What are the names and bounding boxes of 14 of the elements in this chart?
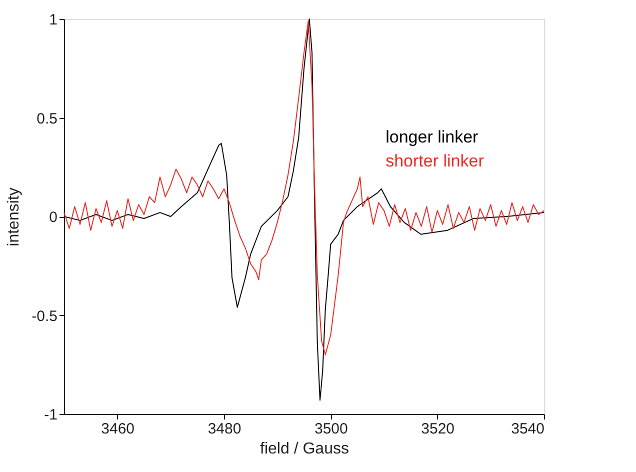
y-tick-label: -1 — [44, 406, 58, 424]
x-tick-label: 3540 — [511, 420, 544, 438]
y-tick-label: 1 — [49, 12, 58, 28]
x-tick-label: 3500 — [314, 420, 348, 438]
series-label: shorter linker — [386, 152, 484, 170]
x-axis-title: field / Gauss — [260, 440, 349, 458]
y-tick-label: 0.5 — [36, 110, 58, 128]
y-tick-label: 0 — [49, 209, 58, 226]
text: longer linker — [386, 128, 479, 146]
x-tick-label: 3460 — [101, 420, 135, 438]
x-tick-label: 3480 — [208, 420, 242, 438]
y-tick-label: -0.5 — [32, 308, 58, 325]
x-tick-label: 3520 — [421, 420, 455, 438]
y-axis-title: intensity — [6, 188, 23, 246]
